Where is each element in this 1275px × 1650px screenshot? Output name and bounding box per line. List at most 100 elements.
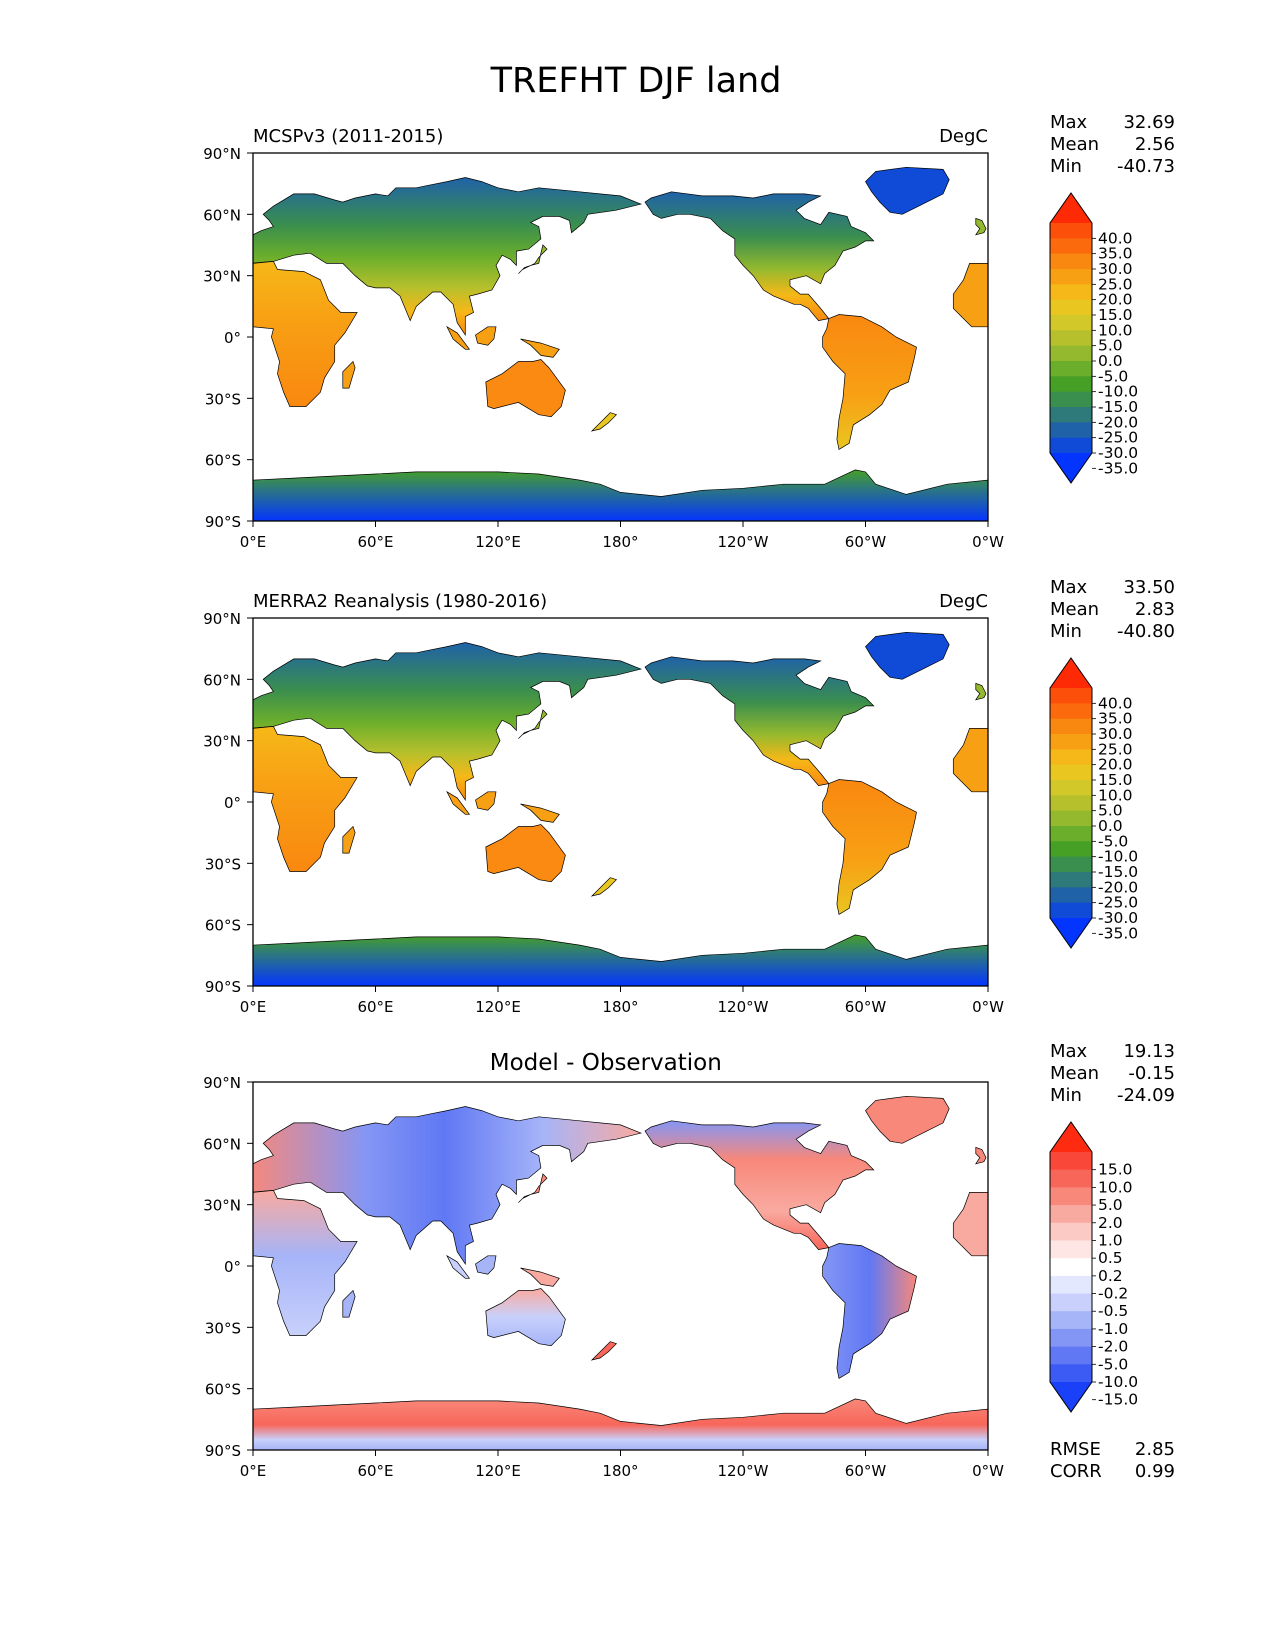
colorbar-segment xyxy=(1050,223,1092,239)
colorbar-segment xyxy=(1050,841,1092,858)
colorbar-label: 30.0 xyxy=(1098,725,1133,743)
colorbar-label: -5.0 xyxy=(1098,367,1128,385)
landmass-n-america xyxy=(644,1120,875,1250)
colorbar-label: -0.5 xyxy=(1098,1302,1128,1320)
landmass-japan xyxy=(518,244,548,274)
lat-tick-label: 60°N xyxy=(203,671,241,689)
stat-value-min: -40.80 xyxy=(1117,621,1175,642)
lon-tick-label: 120°W xyxy=(718,998,769,1016)
stat-value-mean: -0.15 xyxy=(1128,1063,1175,1084)
colorbar-segment xyxy=(1050,253,1092,270)
lat-tick-label: 30°S xyxy=(205,390,241,408)
landmass-africa xyxy=(253,261,358,407)
colorbar-segment xyxy=(1050,345,1092,362)
colorbar-extend-min xyxy=(1050,453,1092,483)
colorbar-segment xyxy=(1050,1275,1092,1295)
stat-label-min: Min xyxy=(1050,1085,1082,1106)
panel-units: DegC xyxy=(939,126,988,147)
landmass-sumatra xyxy=(446,325,471,350)
lat-tick-label: 0° xyxy=(224,1258,241,1276)
lon-tick-label: 60°W xyxy=(845,533,887,551)
colorbar-segment xyxy=(1050,376,1092,393)
landmass-europe-asia xyxy=(253,1106,643,1266)
stat-value-min: -24.09 xyxy=(1117,1085,1175,1106)
landmass-nz xyxy=(590,1341,618,1361)
colorbar-segment xyxy=(1050,749,1092,766)
colorbar-label: -1.0 xyxy=(1098,1320,1128,1338)
stat-label-max: Max xyxy=(1050,112,1088,133)
landmass-africa xyxy=(253,726,358,872)
landmass-japan xyxy=(518,1173,548,1203)
colorbar-segment xyxy=(1050,330,1092,347)
colorbar-label: -15.0 xyxy=(1098,398,1138,416)
lat-tick-label: 90°N xyxy=(203,1074,241,1092)
colorbar-label: -5.0 xyxy=(1098,832,1128,850)
colorbar-segment xyxy=(1050,1152,1092,1171)
landmass-europe-asia xyxy=(253,177,643,337)
colorbar-segment xyxy=(1050,1240,1092,1259)
colorbar-segment xyxy=(1050,1205,1092,1224)
panel-title-left: MERRA2 Reanalysis (1980-2016) xyxy=(253,591,547,612)
stats-block: Max 32.69 Mean 2.56 Min -40.73 xyxy=(1050,112,1175,177)
colorbar-segment xyxy=(1050,1169,1092,1188)
lat-tick-label: 30°S xyxy=(205,855,241,873)
landmass-png xyxy=(520,338,560,358)
landmass-sumatra xyxy=(446,1254,471,1279)
stat-label-corr: CORR xyxy=(1050,1461,1102,1482)
stat-value-mean: 2.83 xyxy=(1135,599,1175,620)
lat-tick-label: 60°S xyxy=(205,917,241,935)
landmass-uk xyxy=(975,682,987,701)
map-area xyxy=(253,618,988,986)
landmass-greenland xyxy=(865,166,950,215)
colorbar-segment xyxy=(1050,1364,1092,1383)
colorbar-segment xyxy=(1050,703,1092,720)
lon-tick-label: 0°E xyxy=(240,998,267,1016)
colorbar: 40.035.030.025.020.015.010.05.00.0-5.0-1… xyxy=(1049,192,1138,484)
map-area xyxy=(253,153,988,521)
stat-value-corr: 0.99 xyxy=(1135,1461,1175,1482)
colorbar-label: 15.0 xyxy=(1098,306,1133,324)
stat-label-min: Min xyxy=(1050,156,1082,177)
colorbar-label: -20.0 xyxy=(1098,413,1138,431)
colorbar-label: 40.0 xyxy=(1098,694,1133,712)
lon-tick-label: 180° xyxy=(602,1462,638,1480)
colorbar-segment xyxy=(1050,1311,1092,1330)
colorbar-label: 10.0 xyxy=(1098,1178,1133,1196)
landmass-borneo xyxy=(475,326,497,346)
stat-label-max: Max xyxy=(1050,577,1088,598)
lon-tick-label: 180° xyxy=(602,533,638,551)
lat-tick-label: 60°N xyxy=(203,1135,241,1153)
colorbar-label: 5.0 xyxy=(1098,802,1123,820)
colorbar-label: 15.0 xyxy=(1098,1161,1133,1179)
map-area xyxy=(253,1082,988,1450)
lon-tick-label: 120°W xyxy=(718,1462,769,1480)
landmass-greenland xyxy=(865,631,950,680)
colorbar-segment xyxy=(1050,1258,1092,1277)
landmass-australia xyxy=(485,824,566,883)
lon-tick-label: 180° xyxy=(602,998,638,1016)
colorbar-segment xyxy=(1050,269,1092,285)
landmass-africa-w xyxy=(952,263,988,328)
colorbar-segment xyxy=(1050,856,1092,873)
colorbar-extend-max xyxy=(1050,658,1092,688)
lon-tick-label: 60°W xyxy=(845,1462,887,1480)
panel-title-left: MCSPv3 (2011-2015) xyxy=(253,126,443,147)
colorbar-label: 15.0 xyxy=(1098,771,1133,789)
lon-tick-label: 60°E xyxy=(357,998,393,1016)
colorbar-label: -15.0 xyxy=(1098,1391,1138,1409)
landmass-europe-asia xyxy=(253,642,643,802)
landmass-s-america xyxy=(822,314,917,450)
colorbar-label: -35.0 xyxy=(1098,924,1138,942)
landmass-s-america xyxy=(822,779,917,915)
lat-tick-label: 90°N xyxy=(203,610,241,628)
lon-tick-label: 60°E xyxy=(357,533,393,551)
colorbar-label: 30.0 xyxy=(1098,260,1133,278)
colorbar-label: -30.0 xyxy=(1098,444,1138,462)
stat-value-min: -40.73 xyxy=(1117,156,1175,177)
landmass-australia xyxy=(485,359,566,418)
colorbar-segment xyxy=(1050,238,1092,255)
colorbar-extend-min xyxy=(1050,1382,1092,1412)
lon-tick-label: 120°E xyxy=(475,533,521,551)
stat-label-mean: Mean xyxy=(1050,1063,1099,1084)
colorbar-segment xyxy=(1050,1293,1092,1312)
